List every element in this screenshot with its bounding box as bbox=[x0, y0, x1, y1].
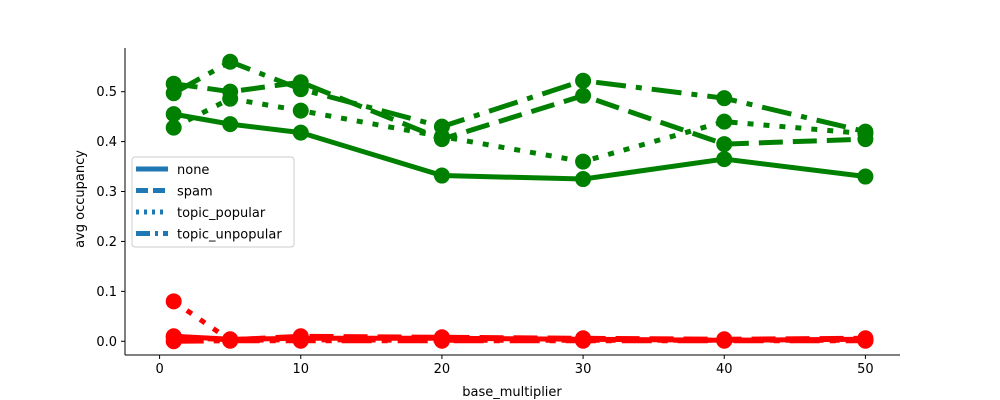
series-group bbox=[165, 53, 874, 350]
data-point-green-dotted bbox=[716, 113, 733, 130]
data-point-green-solid bbox=[716, 151, 733, 168]
data-point-green-solid bbox=[165, 106, 182, 123]
y-tick-label: 0.1 bbox=[96, 285, 117, 300]
data-point-green-solid bbox=[857, 168, 874, 185]
data-point-green-dashed bbox=[575, 87, 592, 104]
data-point-green-solid bbox=[575, 171, 592, 188]
x-axis-label: base_multiplier bbox=[462, 385, 562, 400]
data-point-green-dotted bbox=[292, 102, 309, 119]
data-point-green-dashdot bbox=[433, 118, 450, 135]
data-point-green-dashdot bbox=[292, 81, 309, 98]
y-tick-label: 0.3 bbox=[96, 185, 117, 200]
y-axis-label: avg occupancy bbox=[73, 150, 88, 248]
y-tick-label: 0.4 bbox=[96, 135, 117, 150]
x-tick-label: 40 bbox=[716, 362, 733, 377]
data-point-red-dashdot bbox=[292, 332, 309, 349]
y-tick-label: 0.0 bbox=[96, 335, 117, 350]
legend-label: topic_popular bbox=[177, 206, 266, 221]
series-line-red-dotted bbox=[172, 299, 866, 343]
y-tick-label: 0.5 bbox=[96, 85, 117, 100]
data-point-green-dashed bbox=[716, 136, 733, 153]
data-point-red-dashdot bbox=[575, 332, 592, 349]
data-point-red-dashdot bbox=[857, 332, 874, 349]
series-line-green-dashed bbox=[173, 79, 866, 147]
data-point-green-solid bbox=[222, 116, 239, 133]
legend-box bbox=[131, 156, 295, 248]
x-tick-label: 50 bbox=[857, 362, 874, 377]
x-tick-label: 0 bbox=[155, 362, 163, 377]
x-tick-label: 30 bbox=[575, 362, 592, 377]
data-point-green-dashdot bbox=[165, 85, 182, 102]
axes: 0 10 20 30 40 50 0.0 0.1 0.2 0.3 0.4 0.5 bbox=[96, 48, 900, 377]
data-point-green-solid bbox=[292, 124, 309, 141]
series-line-green-dashdot bbox=[172, 59, 866, 135]
data-point-green-dashdot bbox=[716, 90, 733, 107]
x-tick-label: 20 bbox=[434, 362, 451, 377]
data-point-red-dashdot bbox=[716, 332, 733, 349]
legend: none spam topic_popular topic_unpopular bbox=[131, 156, 295, 248]
legend-label: spam bbox=[177, 185, 213, 200]
data-point-red-dashdot bbox=[165, 333, 182, 350]
data-point-red-dotted bbox=[165, 293, 182, 310]
legend-label: none bbox=[177, 163, 209, 178]
data-point-red-dashdot bbox=[433, 332, 450, 349]
data-point-green-dashdot bbox=[222, 53, 239, 70]
data-point-green-dotted bbox=[575, 153, 592, 170]
data-point-green-dashdot bbox=[857, 123, 874, 140]
data-point-green-dashdot bbox=[575, 72, 592, 89]
data-point-green-dotted bbox=[222, 90, 239, 107]
legend-label: topic_unpopular bbox=[177, 228, 282, 243]
data-point-green-dotted bbox=[165, 119, 182, 136]
y-tick-label: 0.2 bbox=[96, 235, 117, 250]
data-point-red-dashdot bbox=[222, 332, 239, 349]
x-tick-label: 10 bbox=[292, 362, 309, 377]
data-point-green-solid bbox=[433, 167, 450, 184]
